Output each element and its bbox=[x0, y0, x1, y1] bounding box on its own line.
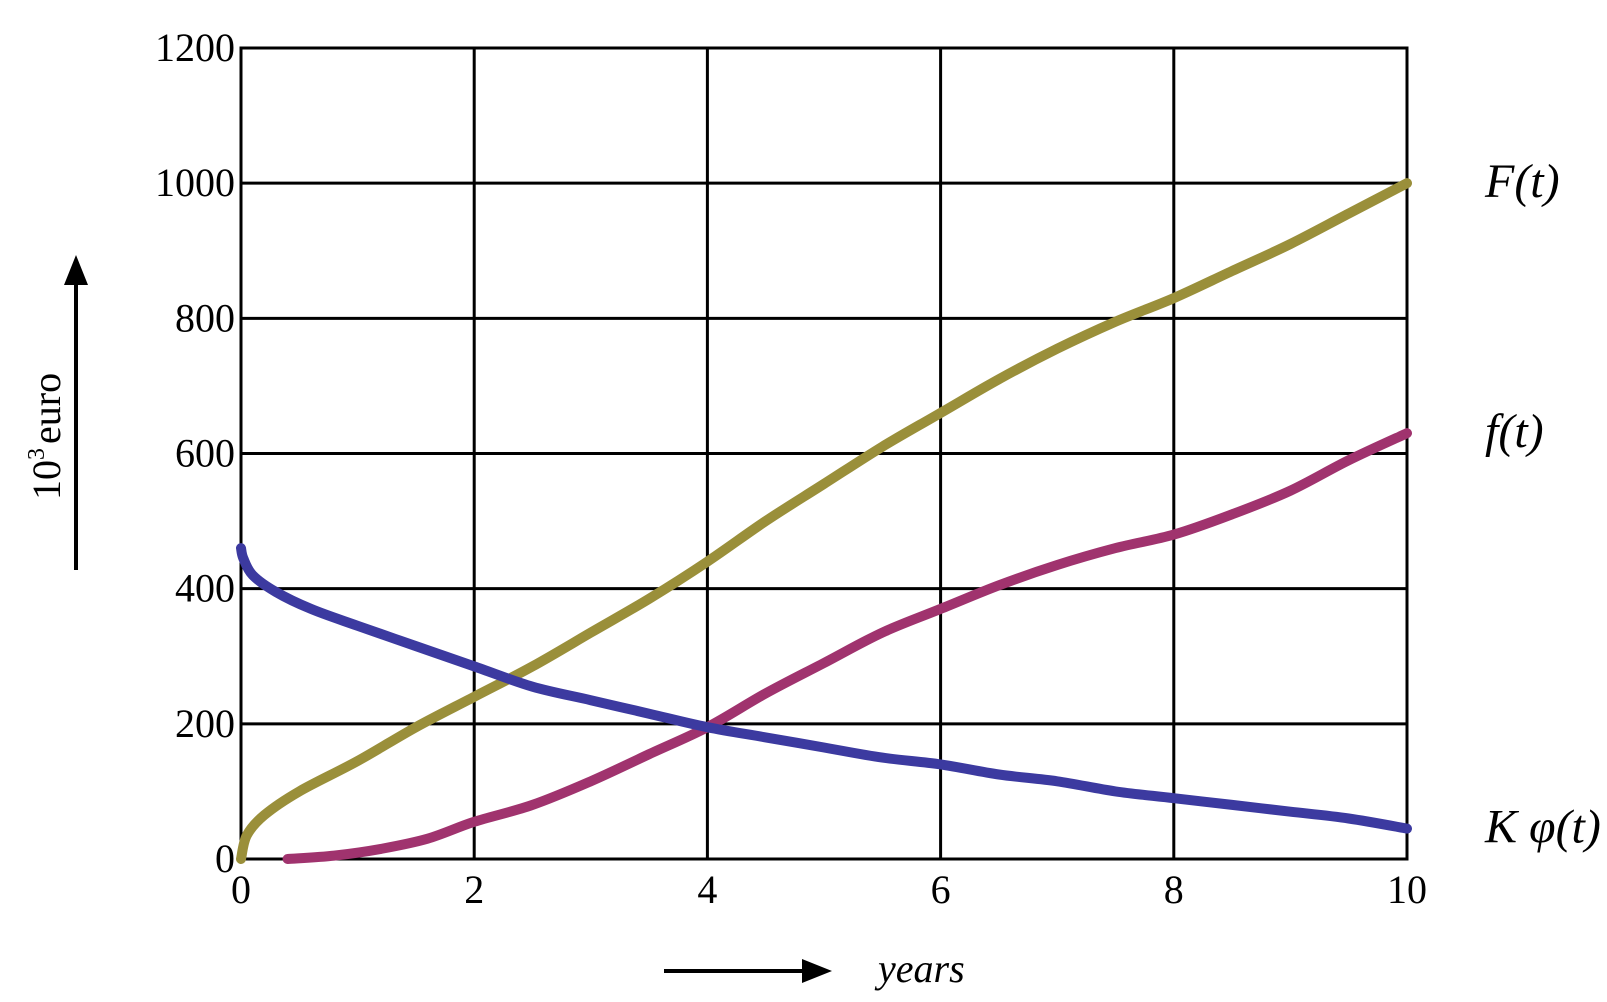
y-tick-label: 800 bbox=[175, 295, 235, 340]
y-axis-title: 103 euro bbox=[24, 255, 88, 570]
plot-frame bbox=[239, 46, 1409, 861]
y-tick-label: 200 bbox=[175, 701, 235, 746]
x-tick-label: 10 bbox=[1387, 867, 1427, 912]
x-tick-label: 2 bbox=[464, 867, 484, 912]
x-axis-title: years bbox=[664, 946, 965, 991]
y-tick-label: 1200 bbox=[155, 25, 235, 70]
y-tick-label: 0 bbox=[215, 836, 235, 881]
chart-series-labels: F(t) f(t) K φ(t) bbox=[1484, 155, 1601, 853]
x-tick-label: 8 bbox=[1164, 867, 1184, 912]
y-axis-label-base: 10 bbox=[24, 460, 69, 500]
x-tick-label: 6 bbox=[931, 867, 951, 912]
x-axis-label: years bbox=[874, 946, 965, 991]
y-axis-label-exponent: 3 bbox=[24, 448, 50, 460]
y-tick-label: 400 bbox=[175, 566, 235, 611]
series-label-0: F(t) bbox=[1484, 155, 1560, 208]
series-line-1 bbox=[282, 428, 1412, 864]
series-label-2: K φ(t) bbox=[1484, 801, 1601, 854]
y-axis-label-unit: euro bbox=[24, 373, 69, 444]
x-tick-label: 4 bbox=[697, 867, 717, 912]
chart-tick-labels: 0 2 4 6 8 10 0 200 400 600 800 1000 1200 bbox=[155, 25, 1427, 912]
x-tick-label: 0 bbox=[231, 867, 251, 912]
y-axis-arrowhead bbox=[64, 255, 88, 285]
y-axis-label: 103 euro bbox=[24, 373, 69, 500]
series-line-0 bbox=[236, 178, 1412, 864]
chart-series-group bbox=[236, 178, 1412, 864]
x-axis-arrowhead bbox=[802, 959, 832, 983]
series-label-1: f(t) bbox=[1485, 405, 1544, 458]
y-tick-label: 600 bbox=[175, 431, 235, 476]
y-tick-label: 1000 bbox=[155, 160, 235, 205]
series-line-2 bbox=[236, 543, 1412, 834]
chart-grid bbox=[239, 46, 1409, 861]
